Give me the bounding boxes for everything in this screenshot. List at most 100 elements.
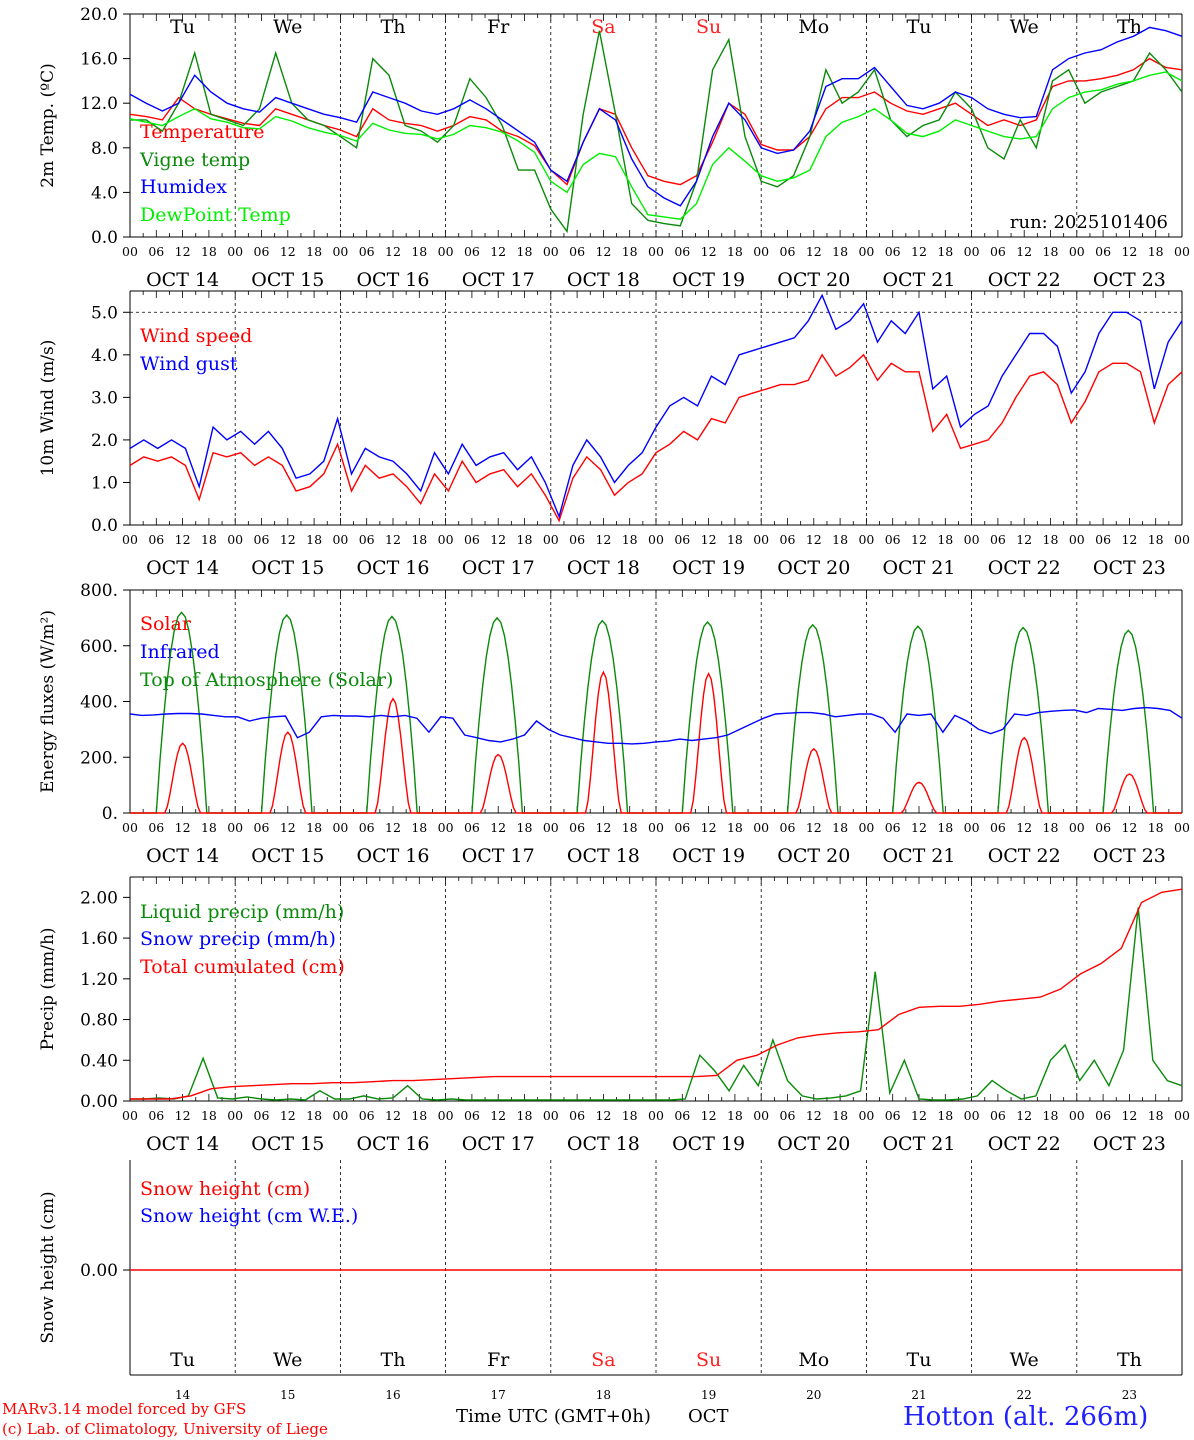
panel1-hour-label: 06 — [464, 244, 480, 259]
panel3-hour-label: 00 — [648, 820, 664, 835]
panel3-y-tick-label: 0. — [102, 804, 118, 824]
panel1-series-1-line — [129, 57, 1183, 186]
panel4-hour-label: 00 — [1069, 1108, 1085, 1123]
panel2-hour-label: 00 — [1174, 532, 1190, 547]
panel4-hour-label: 06 — [569, 1108, 585, 1123]
panel1-hour-label: 06 — [148, 244, 164, 259]
panel3-date-label: OCT 18 — [567, 845, 640, 867]
panel1-hour-label: 12 — [175, 244, 191, 259]
panel3-y-tick-label: 600. — [80, 637, 118, 657]
panel2-hour-label: 00 — [438, 532, 454, 547]
panel3-hour-label: 06 — [254, 820, 270, 835]
panel3-hour-label: 12 — [490, 820, 506, 835]
panel3-hour-label: 18 — [937, 820, 953, 835]
panel4-hour-label: 12 — [1016, 1108, 1032, 1123]
panel2-date-label: OCT 23 — [1093, 557, 1166, 579]
panel2-date-label: OCT 15 — [251, 557, 324, 579]
panel4-date-label: OCT 18 — [567, 1133, 640, 1155]
panel3-hour-label: 00 — [543, 820, 559, 835]
panel1-date-label: OCT 18 — [567, 269, 640, 291]
panel2-y-axis-title: 10m Wind (m/s) — [38, 340, 58, 477]
panel3-hour-label: 12 — [280, 820, 296, 835]
panel5-day-number: 22 — [1017, 1388, 1032, 1402]
panel2-hour-label: 18 — [306, 532, 322, 547]
panel2-hour-label: 06 — [990, 532, 1006, 547]
panel3-hour-label: 18 — [1148, 820, 1164, 835]
panel2-hour-label: 12 — [806, 532, 822, 547]
panel2-y-tick-label: 4.0 — [91, 346, 118, 366]
panel1-hour-label: 12 — [701, 244, 717, 259]
panel2-hour-label: 06 — [1095, 532, 1111, 547]
panel4-hour-label: 12 — [911, 1108, 927, 1123]
panel2-hour-label: 06 — [780, 532, 796, 547]
panel3-y-tick-label: 200. — [80, 748, 118, 768]
panel1-hour-label: 06 — [780, 244, 796, 259]
panel3-hour-label: 06 — [569, 820, 585, 835]
panel1-hour-label: 06 — [1095, 244, 1111, 259]
panel3-hour-label: 12 — [1121, 820, 1137, 835]
panel4-series-3-line — [130, 888, 1183, 1100]
panel1-weekday-label: Tu — [907, 16, 932, 38]
panel2-y-tick-label: 0.0 — [91, 516, 118, 536]
panel1-hour-label: 00 — [858, 244, 874, 259]
panel1-date-label: OCT 23 — [1093, 269, 1166, 291]
panel3-hour-label: 18 — [727, 820, 743, 835]
panel5-day-number: 20 — [806, 1388, 821, 1402]
panel2-hour-label: 06 — [569, 532, 585, 547]
panel1-date-label: OCT 15 — [251, 269, 324, 291]
panel3-hour-label: 06 — [990, 820, 1006, 835]
panel4-date-label: OCT 16 — [356, 1133, 429, 1155]
panel1-hour-label: 00 — [543, 244, 559, 259]
panel3-legend-2: Infrared — [140, 641, 220, 663]
panel1-hour-label: 18 — [727, 244, 743, 259]
panel4-hour-label: 00 — [227, 1108, 243, 1123]
panel1-hour-label: 00 — [1174, 244, 1190, 259]
panel1-run-annotation: run: 2025101406 — [1010, 212, 1168, 233]
panel3-date-label: OCT 17 — [462, 845, 535, 867]
panel4-y-tick-label: 0.80 — [80, 1011, 118, 1031]
panel4-legend-1: Liquid precip (mm/h) — [140, 901, 344, 923]
panel3-hour-label: 18 — [622, 820, 638, 835]
panel3-date-label: OCT 21 — [882, 845, 955, 867]
panel3-date-label: OCT 23 — [1093, 845, 1166, 867]
panel1-legend-2: Vigne temp — [139, 149, 250, 171]
panel4-hour-label: 18 — [411, 1108, 427, 1123]
panel2-hour-label: 06 — [464, 532, 480, 547]
panel1-y-tick-label: 12.0 — [80, 94, 118, 114]
panel1-weekday-label: Fr — [487, 16, 510, 38]
panel1-hour-label: 18 — [937, 244, 953, 259]
panel2-hour-label: 18 — [201, 532, 217, 547]
panel4-hour-label: 18 — [201, 1108, 217, 1123]
panel4-hour-label: 06 — [148, 1108, 164, 1123]
panel3-hour-label: 12 — [806, 820, 822, 835]
panel4-date-label: OCT 23 — [1093, 1133, 1166, 1155]
panel5-weekday-label: We — [1010, 1349, 1039, 1371]
panel4-hour-label: 06 — [674, 1108, 690, 1123]
panel3-hour-label: 06 — [1095, 820, 1111, 835]
panel3-hour-label: 06 — [780, 820, 796, 835]
panel2-hour-label: 00 — [1069, 532, 1085, 547]
panel4-hour-label: 00 — [964, 1108, 980, 1123]
panel4-hour-label: 18 — [517, 1108, 533, 1123]
panel2-hour-label: 18 — [517, 532, 533, 547]
panel4-y-tick-label: 1.60 — [80, 929, 118, 949]
panel4-hour-label: 12 — [806, 1108, 822, 1123]
panel3-hour-label: 12 — [911, 820, 927, 835]
panel5-y-axis-title: Snow height (cm) — [38, 1191, 58, 1343]
panel4-hour-label: 06 — [254, 1108, 270, 1123]
panel3-hour-label: 06 — [464, 820, 480, 835]
panel3-hour-label: 12 — [595, 820, 611, 835]
panel1-hour-label: 12 — [490, 244, 506, 259]
panel3-hour-label: 00 — [1174, 820, 1190, 835]
panel4-hour-label: 00 — [543, 1108, 559, 1123]
panel3-hour-label: 00 — [1069, 820, 1085, 835]
panel1-y-tick-label: 0.0 — [91, 228, 118, 248]
panel5-weekday-label: Th — [1117, 1349, 1142, 1371]
panel4-date-label: OCT 21 — [882, 1133, 955, 1155]
panel1-weekday-label: We — [273, 16, 302, 38]
panel4-hour-label: 06 — [464, 1108, 480, 1123]
panel2-y-tick-label: 2.0 — [91, 431, 118, 451]
panel5-weekday-label: Mo — [798, 1349, 829, 1371]
panel3-y-axis-title: Energy fluxes (W/m²) — [38, 610, 58, 793]
panel1-hour-label: 18 — [201, 244, 217, 259]
